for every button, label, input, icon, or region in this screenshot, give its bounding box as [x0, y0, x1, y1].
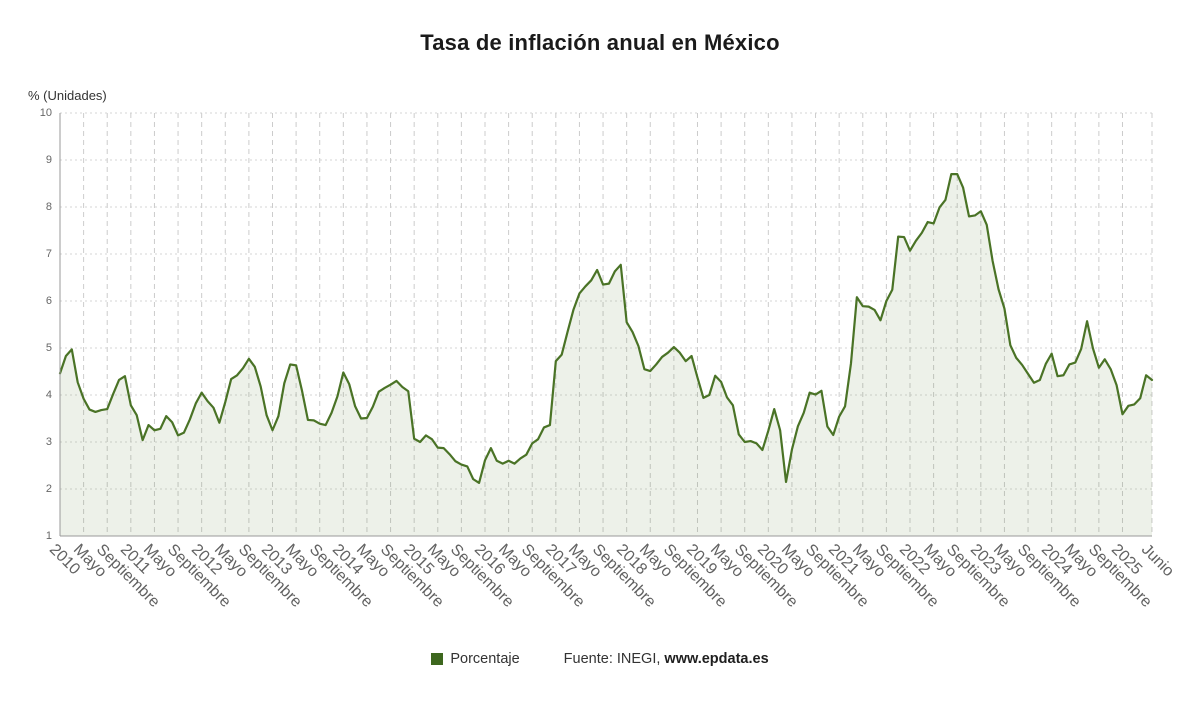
y-axis-label: 3 — [45, 436, 52, 448]
legend-swatch-icon — [431, 653, 444, 665]
legend: Porcentaje Fuente: INEGI, www.epdata.es — [0, 651, 1200, 667]
y-axis-label: 4 — [45, 389, 52, 401]
y-axis-label: 2 — [45, 483, 52, 495]
y-axis-label: 10 — [39, 107, 52, 119]
y-axis-label: 5 — [45, 342, 52, 354]
y-axis-label: 6 — [45, 295, 52, 307]
y-axis-label: 7 — [45, 248, 52, 260]
y-axis-label: 8 — [45, 201, 52, 213]
y-axis-label: 9 — [45, 154, 52, 166]
source-text: Fuente: INEGI, www.epdata.es — [564, 651, 769, 667]
legend-label: Porcentaje — [450, 651, 520, 667]
y-axis-label: 1 — [45, 530, 52, 542]
chart-title: Tasa de inflación anual en México — [420, 30, 780, 55]
y-axis-title: % (Unidades) — [28, 88, 107, 103]
source-prefix: Fuente: INEGI, — [563, 651, 661, 667]
source-link: www.epdata.es — [664, 651, 769, 667]
